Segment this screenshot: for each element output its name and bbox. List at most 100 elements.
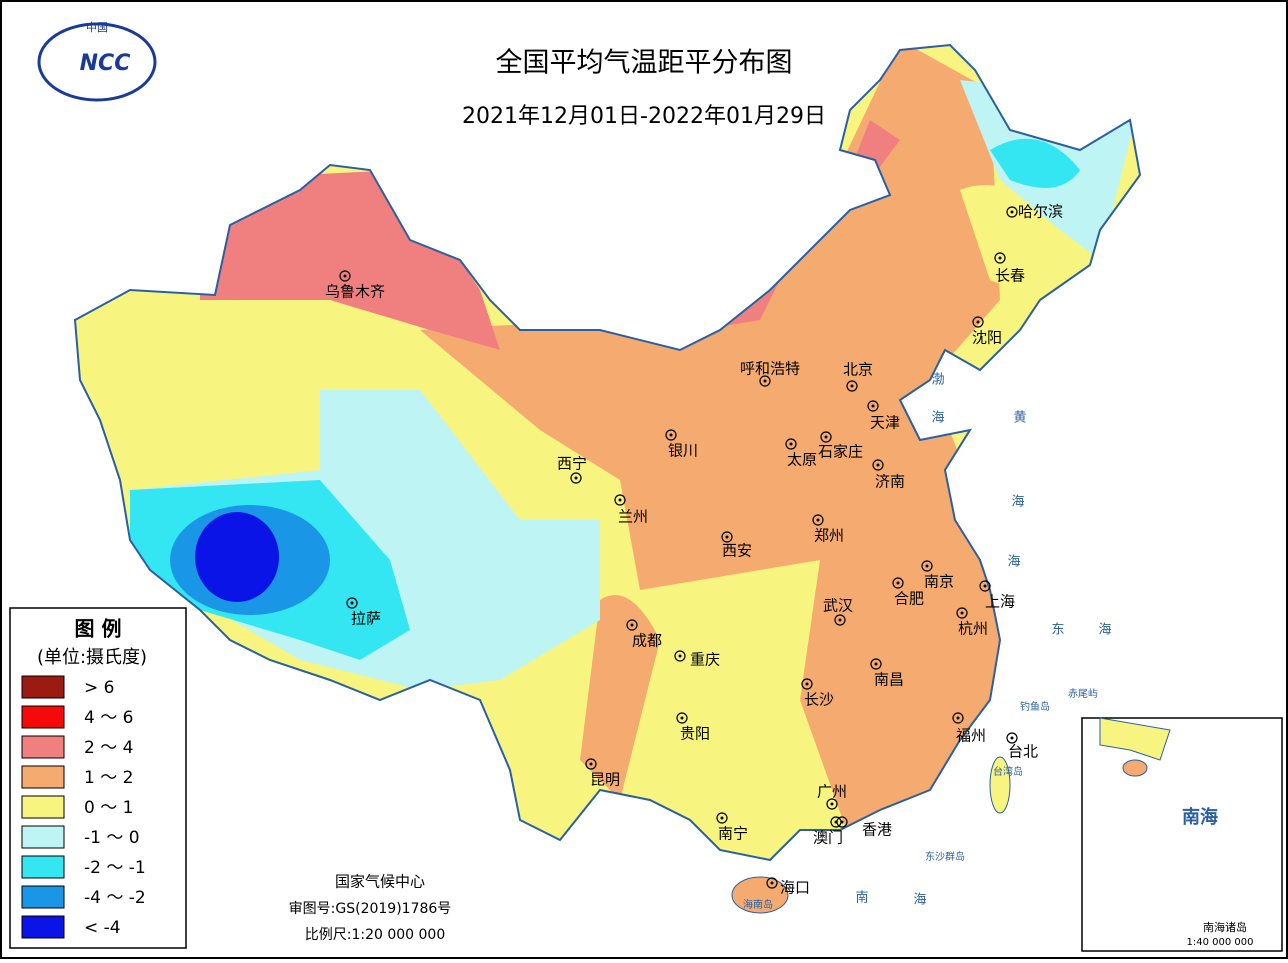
city-marker (674, 650, 686, 662)
city-label: 南昌 (874, 671, 904, 689)
city-dot (983, 584, 987, 588)
city-marker (1006, 732, 1018, 744)
city-dot (669, 433, 673, 437)
city-label: 上海 (985, 593, 1015, 611)
legend-label: -2 ～ -1 (84, 858, 146, 878)
city-dot (956, 716, 960, 720)
legend-label: -4 ～ -2 (84, 888, 146, 908)
city-marker (721, 531, 733, 543)
sea-label: 海 (913, 893, 926, 908)
city-marker (826, 798, 838, 810)
city-marker (716, 812, 728, 824)
city-label: 天津 (870, 414, 900, 432)
city-marker (921, 560, 933, 572)
city-dot (960, 611, 964, 615)
city-label: 重庆 (690, 651, 720, 669)
city-marker (801, 678, 813, 690)
city-label: 济南 (875, 473, 905, 491)
city-label: 乌鲁木齐 (325, 283, 385, 301)
city-dot (834, 820, 838, 824)
legend-unit: (单位:摄氏度) (37, 647, 147, 668)
city-marker (339, 270, 351, 282)
logo-text: NCC (80, 51, 131, 76)
city-dot (680, 716, 684, 720)
city-dot (678, 654, 682, 658)
city-label: 南京 (924, 573, 954, 591)
title: 全国平均气温距平分布图 (496, 48, 793, 79)
sea-label: 海南岛 (743, 898, 773, 911)
city-marker (994, 252, 1006, 264)
city-dot (830, 802, 834, 806)
city-label: 海口 (780, 879, 810, 897)
legend-swatch (21, 885, 65, 909)
city-dot (998, 256, 1002, 260)
city-marker (626, 619, 638, 631)
sea-label: 海 (1011, 495, 1024, 510)
city-dot (896, 581, 900, 585)
city-label: 哈尔滨 (1018, 203, 1063, 221)
legend-swatch (21, 915, 65, 939)
city-marker (614, 494, 626, 506)
sea-label: 海 (1007, 555, 1020, 570)
city-dot (789, 442, 793, 446)
sea-label: 渤 (931, 372, 944, 388)
city-label: 沈阳 (972, 329, 1002, 347)
city-dot (874, 662, 878, 666)
city-dot (770, 881, 774, 885)
city-label: 兰州 (618, 508, 648, 526)
subtitle: 2021年12月01日-2022年01月29日 (462, 104, 826, 129)
sea-label: 海 (931, 411, 944, 426)
legend-label: < -4 (84, 918, 121, 938)
city-marker (830, 816, 842, 828)
city-label: 西宁 (557, 455, 587, 473)
city-label: 长春 (995, 267, 1025, 285)
city-dot (871, 404, 875, 408)
city-marker (834, 614, 846, 626)
sea-label: 海 (1098, 623, 1111, 638)
city-dot (805, 682, 809, 686)
city-marker (979, 580, 991, 592)
city-marker (872, 459, 884, 471)
city-label: 昆明 (590, 771, 620, 789)
legend-swatch (21, 735, 65, 759)
footer-approval: 审图号:GS(2019)1786号 (289, 901, 452, 917)
legend: 图 例 (单位:摄氏度) > 6 4 ～ 6 2 ～ 4 1 ～ 2 0 ～ 1 -1 ～… (9, 607, 187, 949)
city-label: 银川 (668, 442, 698, 460)
sea-label: 钓鱼岛 (1020, 700, 1050, 713)
city-dot (850, 384, 854, 388)
city-dot (720, 816, 724, 820)
legend-swatch (21, 825, 65, 849)
city-label: 拉萨 (351, 610, 381, 628)
city-dot (838, 618, 842, 622)
city-marker (585, 758, 597, 770)
footer-scale: 比例尺:1:20 000 000 (305, 927, 446, 943)
city-marker (867, 400, 879, 412)
legend-label: -1 ～ 0 (84, 828, 140, 848)
city-label: 长沙 (804, 691, 834, 709)
city-marker (346, 597, 358, 609)
sea-label: 南 (855, 890, 868, 906)
inset-islands: 南海诸岛 (1203, 920, 1247, 934)
city-dot (618, 498, 622, 502)
city-label: 合肥 (894, 590, 924, 608)
city-label: 西安 (722, 542, 752, 560)
legend-swatch (21, 675, 65, 699)
city-dot (343, 274, 347, 278)
city-label: 郑州 (814, 527, 844, 545)
logo-top: 中国 (86, 21, 108, 34)
legend-swatch (21, 795, 65, 819)
legend-label: 4 ～ 6 (84, 708, 133, 728)
city-marker (892, 577, 904, 589)
city-label: 成都 (632, 632, 662, 650)
legend-label: 2 ～ 4 (84, 738, 133, 758)
city-label: 北京 (843, 361, 873, 379)
city-marker (846, 380, 858, 392)
city-label: 福州 (956, 727, 986, 745)
city-marker (870, 658, 882, 670)
city-dot (574, 476, 578, 480)
city-marker (570, 472, 582, 484)
legend-label: > 6 (84, 678, 114, 698)
city-label: 石家庄 (818, 443, 863, 461)
city-dot (350, 601, 354, 605)
